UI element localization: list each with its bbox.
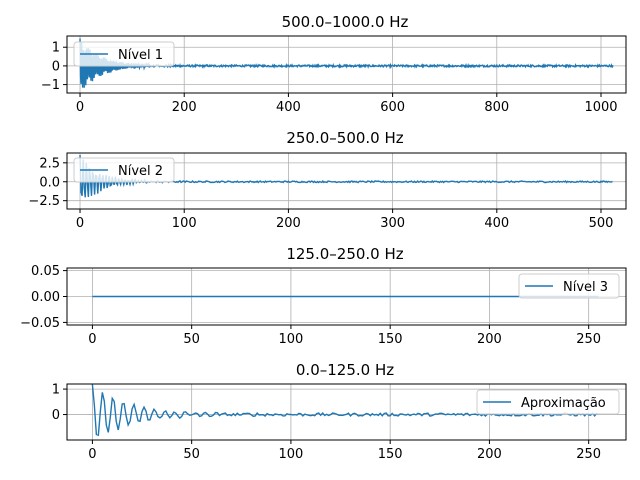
- y-tick-label: −2.5: [28, 194, 60, 209]
- subplot-4-title: 0.0–125.0 Hz: [296, 361, 394, 379]
- subplot-3: 125.0–250.0 Hz 0 50 100 150 200 250 −0.05 0.00 0…: [20, 245, 627, 347]
- y-tick-label: 1: [52, 41, 60, 56]
- x-tick-label: 400: [484, 216, 509, 231]
- legend-1: Nível 1: [73, 41, 175, 67]
- x-tick-label: 600: [380, 100, 405, 115]
- subplot-3-title: 125.0–250.0 Hz: [286, 245, 403, 263]
- legend-2-box: [73, 157, 175, 183]
- x-tick-label: 0: [76, 216, 84, 231]
- x-tick-label: 50: [183, 332, 200, 347]
- x-tick-label: 0: [88, 447, 96, 462]
- subplot-4: 0.0–125.0 Hz 0 50 100 150 200 250 0 1 Aproximaç…: [52, 361, 627, 462]
- x-tick-label: 1000: [584, 100, 617, 115]
- x-tick-label: 200: [172, 100, 197, 115]
- legend-4-label: Aproximação: [521, 396, 606, 411]
- legend-1-box: [73, 41, 175, 67]
- y-tick-label: 1: [52, 383, 60, 398]
- x-tick-label: 250: [576, 447, 601, 462]
- x-tick-label: 200: [477, 447, 502, 462]
- x-tick-label: 100: [172, 216, 197, 231]
- x-tick-label: 0: [76, 100, 84, 115]
- x-tick-label: 150: [378, 447, 403, 462]
- x-tick-label: 50: [183, 447, 200, 462]
- subplot-2: 250.0–500.0 Hz 0 100 200 300 400 500 −2.5 0.0 2.…: [28, 129, 627, 231]
- x-tick-label: 200: [477, 332, 502, 347]
- x-tick-label: 150: [378, 332, 403, 347]
- subplot-2-title: 250.0–500.0 Hz: [286, 129, 403, 147]
- y-tick-label: 2.5: [39, 156, 60, 171]
- legend-4-box: [476, 389, 620, 415]
- x-tick-label: 0: [88, 332, 96, 347]
- subplot-1: 500.0–1000.0 Hz 0 200 400 600 800 1000 −1 0 1 Ní…: [41, 13, 627, 115]
- y-tick-label: 0: [52, 408, 60, 423]
- subplot-1-frame: [66, 35, 627, 94]
- y-tick-label: 0: [52, 59, 60, 74]
- legend-2: Nível 2: [73, 157, 175, 183]
- series-line-aproximacao: [91, 384, 599, 437]
- y-tick-label: 0.05: [31, 264, 60, 279]
- subplot-1-title: 500.0–1000.0 Hz: [282, 13, 409, 31]
- subplot-2-frame: [66, 152, 627, 210]
- legend-2-label: Nível 2: [118, 164, 163, 179]
- x-tick-label: 500: [589, 216, 614, 231]
- y-tick-label: 0.0: [39, 175, 60, 190]
- legend-4: Aproximação: [476, 389, 620, 415]
- y-tick-label: 0.00: [31, 290, 60, 305]
- x-tick-label: 100: [279, 447, 304, 462]
- x-tick-label: 400: [276, 100, 301, 115]
- legend-3-box: [518, 273, 620, 299]
- legend-3-label: Nível 3: [563, 280, 608, 295]
- x-tick-label: 200: [276, 216, 301, 231]
- x-tick-label: 100: [279, 332, 304, 347]
- x-tick-label: 300: [380, 216, 405, 231]
- x-tick-label: 250: [576, 332, 601, 347]
- y-tick-label: −0.05: [20, 316, 60, 331]
- legend-3: Nível 3: [518, 273, 620, 299]
- y-tick-label: −1: [41, 78, 60, 93]
- x-tick-label: 800: [484, 100, 509, 115]
- subplot-4-frame: [66, 383, 627, 441]
- legend-1-label: Nível 1: [118, 48, 163, 63]
